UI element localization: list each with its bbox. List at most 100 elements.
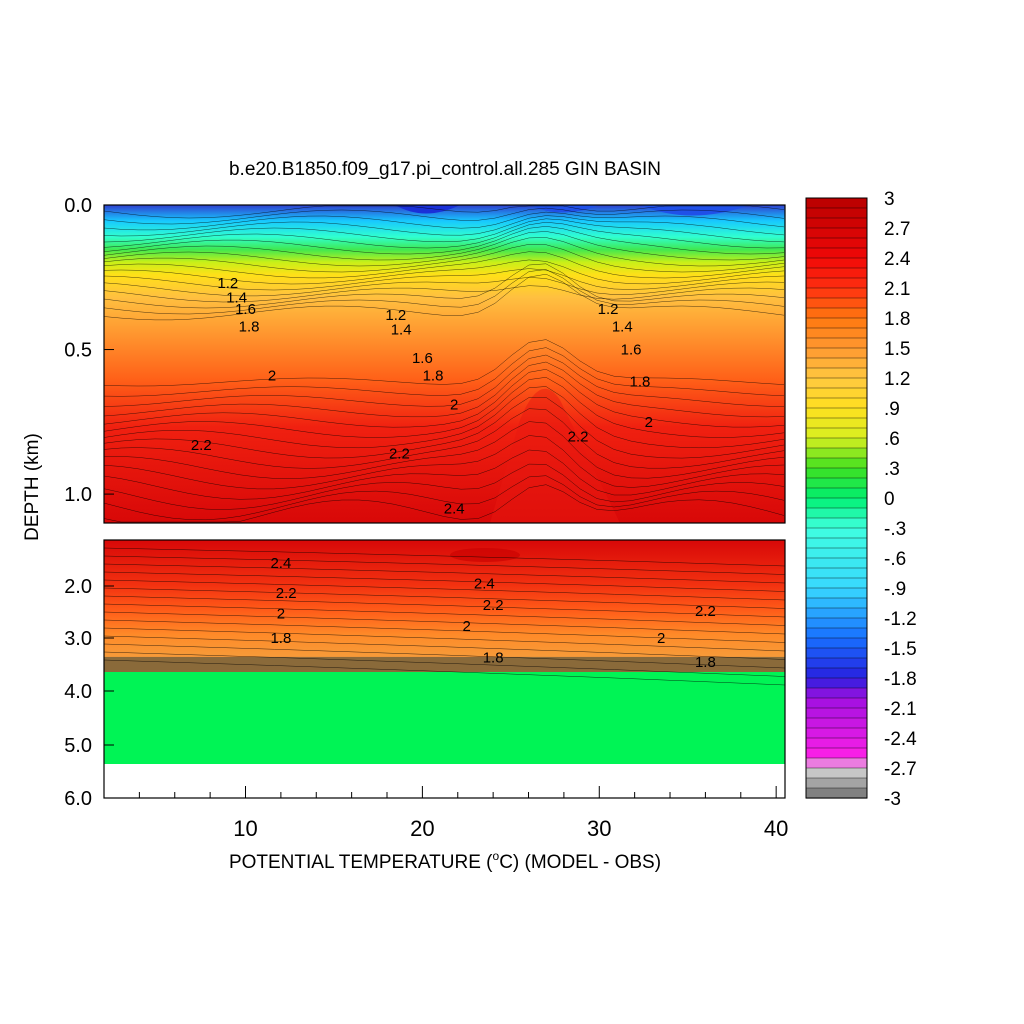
colorbar: 3 2.7 2.4 2.1 1.8 1.5 1.2 .9 .6 .3 0 -.3 -.6 -.9 -1.2 -… [805,189,917,810]
colorbar-swatch [805,327,868,339]
contour-label: 2 [450,396,458,413]
contour-line [103,408,785,469]
lower-panel: 2.0 3.0 4.0 5.0 6.0 10 20 30 40 [64,539,788,841]
colorbar-swatch [805,217,868,229]
contour-line [103,377,785,438]
contour-label: 1.8 [630,373,651,390]
colorbar-label: -.3 [884,519,906,540]
colorbar-label: 2.1 [884,279,910,300]
contour-line [103,285,785,303]
colorbar-label: 2.4 [884,249,911,270]
colorbar-swatch [805,497,868,509]
contour-label: 1.8 [695,654,716,671]
contour-line [103,603,786,626]
upper-warm-ridge [490,388,620,523]
colorbar-label: -2.7 [884,759,917,780]
colorbar-swatch [805,287,868,299]
colorbar-swatch [805,637,868,649]
colorbar-swatch [805,697,868,709]
colorbar-swatch [805,627,868,639]
colorbar-label: .6 [884,429,900,450]
x-axis-label-superscript: o [493,849,500,863]
contour-line [103,251,785,279]
x-tick-label: 10 [233,816,257,841]
contour-line [103,627,786,652]
colorbar-frame [805,197,868,799]
colorbar-label: 2.7 [884,219,910,240]
contour-label: 2 [268,368,276,385]
x-axis: 10 20 30 40 [103,786,788,841]
colorbar-label: .3 [884,459,900,480]
contour-line [103,211,785,231]
contour-line [103,263,785,309]
contour-line [103,205,785,219]
colorbar-swatch [805,587,868,599]
contour-label: 1.2 [217,275,238,292]
contour-line [103,651,786,677]
colorbar-swatch [805,647,868,659]
contour-label: 2 [657,630,665,647]
contour-label: 2.2 [191,437,212,454]
contour-line [103,215,785,237]
contour-line [103,463,785,510]
colorbar-swatch [805,467,868,479]
lower-warm-core [450,548,520,562]
colorbar-swatch [805,487,868,499]
upper-panel: 0.0 0.5 1.0 [64,195,786,524]
contour-line [103,619,786,643]
chart-title: b.e20.B1850.f09_g17.pi_control.all.285 G… [229,159,661,180]
colorbar-swatch [805,407,868,419]
colorbar-swatch [805,537,868,549]
y-tick-label: 5.0 [64,735,92,757]
contour-label: 1.8 [270,630,291,647]
colorbar-swatch [805,387,868,399]
colorbar-swatch [805,227,868,239]
colorbar-swatch [805,297,868,309]
colorbar-label: -1.2 [884,609,917,630]
lower-panel-field [104,540,785,666]
colorbar-swatch [805,737,868,749]
colorbar-swatch [805,787,868,799]
colorbar-label: 1.8 [884,309,910,330]
contour-label: 1.8 [483,650,504,667]
colorbar-swatch [805,757,868,769]
colorbar-swatch [805,257,868,269]
contour-line [103,244,785,273]
colorbar-swatch [805,517,868,529]
colorbar-label: -1.5 [884,639,917,660]
upper-panel-field [104,205,785,523]
contour-line [103,643,786,669]
contour-line [103,611,786,635]
contour-label: 1.8 [423,368,444,385]
colorbar-swatch [805,337,868,349]
contour-label: 2.2 [483,597,504,614]
contour-line [103,595,786,618]
x-tick-label: 20 [410,816,434,841]
contour-label: 2.4 [270,555,291,572]
colorbar-swatch [805,547,868,559]
colorbar-swatch [805,237,868,249]
contour-line [103,268,785,291]
contour-line [103,231,785,261]
upper-contour-lines [103,205,785,523]
contour-line [103,547,786,567]
contour-line [103,347,785,397]
contour-label: 2.2 [276,585,297,602]
colorbar-label: -.9 [884,579,906,600]
upper-y-axis: 0.0 0.5 1.0 [64,195,114,506]
colorbar-swatch [805,527,868,539]
contour-line [103,449,785,500]
contour-label: 2.2 [568,428,589,445]
colorbar-swatch [805,657,868,669]
y-tick-label: 3.0 [64,628,92,650]
colorbar-swatch [805,457,868,469]
colorbar-swatch [805,427,868,439]
colorbar-swatch [805,477,868,489]
lower-thermocline-band [104,657,785,672]
colorbar-swatch [805,607,868,619]
contour-label: 1.4 [391,321,412,338]
contour-label: 1.6 [412,350,433,367]
colorbar-swatch [805,707,868,719]
contour-label: 1.6 [621,342,642,359]
contour-line [103,484,785,523]
